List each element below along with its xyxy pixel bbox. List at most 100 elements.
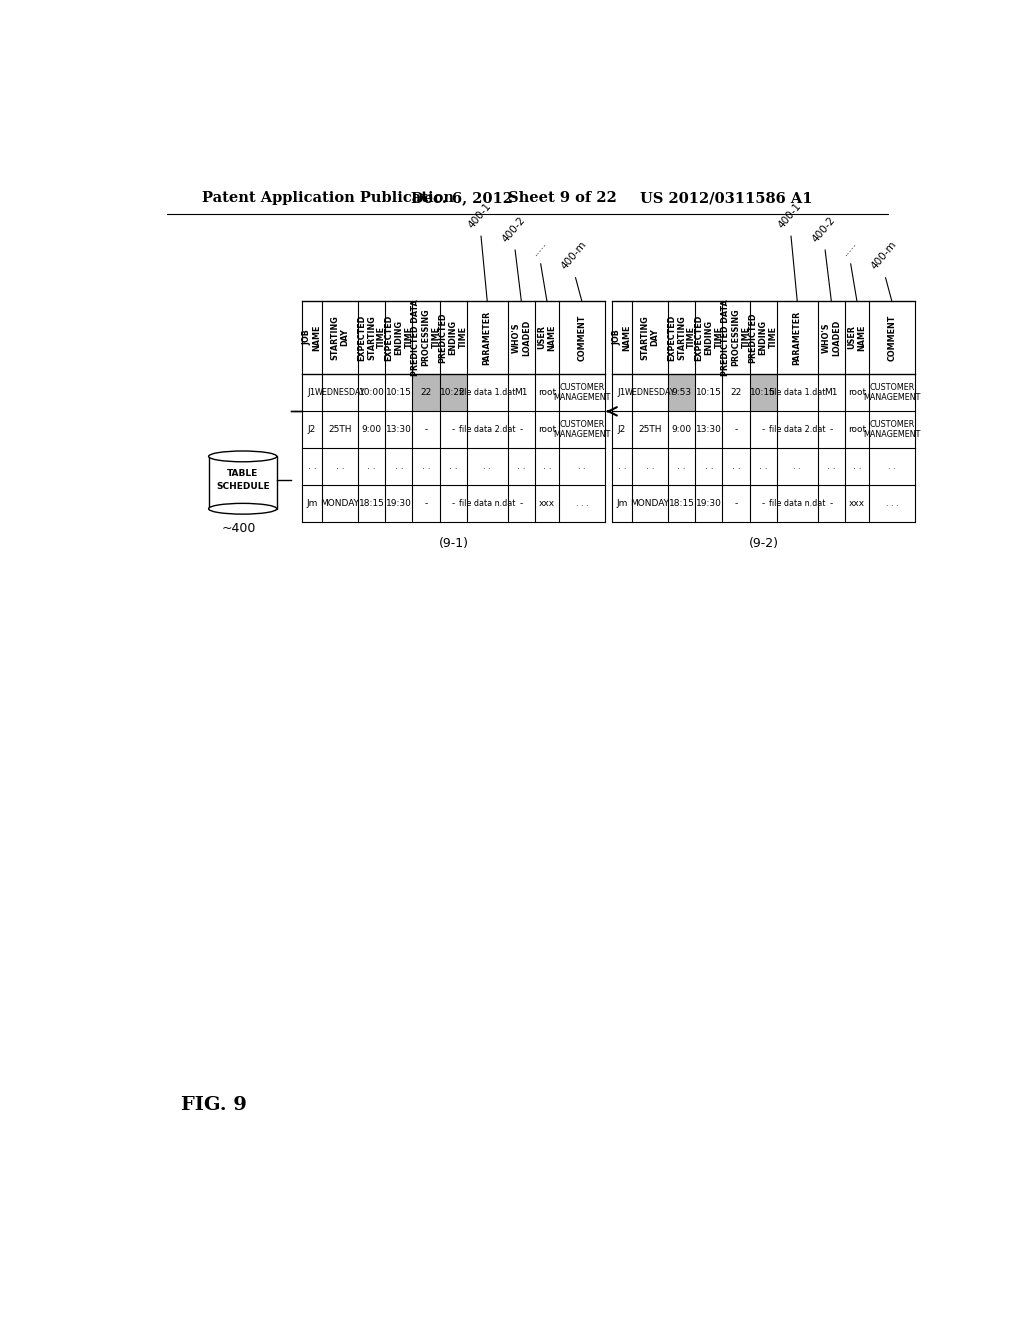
Ellipse shape [209, 451, 276, 462]
Text: . .: . . [732, 462, 740, 471]
Bar [302, 301, 604, 521]
Text: xxx: xxx [539, 499, 555, 508]
Text: US 2012/0311586 A1: US 2012/0311586 A1 [640, 191, 812, 206]
Text: -: - [762, 425, 765, 434]
Text: Sheet 9 of 22: Sheet 9 of 22 [508, 191, 616, 206]
Text: CUSTOMER
MANAGEMENT: CUSTOMER MANAGEMENT [863, 383, 921, 401]
Text: USER
NAME: USER NAME [848, 325, 866, 351]
Text: SCHEDULE: SCHEDULE [216, 482, 269, 491]
Text: -: - [829, 499, 833, 508]
Text: . .: . . [368, 462, 376, 471]
Text: J2: J2 [308, 425, 316, 434]
Text: . .: . . [308, 462, 316, 471]
Text: 10:15: 10:15 [386, 388, 412, 397]
Text: . . .: . . . [886, 499, 898, 508]
Bar [669, 374, 695, 411]
Text: USER
NAME: USER NAME [538, 325, 556, 351]
Text: 10:15: 10:15 [751, 388, 776, 397]
Text: 13:30: 13:30 [696, 425, 722, 434]
Bar [750, 374, 776, 411]
Text: root: root [848, 388, 866, 397]
Text: file data n.dat: file data n.dat [769, 499, 825, 508]
Text: .....: ..... [529, 239, 549, 257]
Text: Jm: Jm [616, 499, 628, 508]
Text: root: root [538, 425, 556, 434]
Text: 13:30: 13:30 [386, 425, 412, 434]
Text: 400-1: 400-1 [776, 201, 803, 230]
Text: . .: . . [422, 462, 430, 471]
Text: file data 1.dat: file data 1.dat [769, 388, 825, 397]
Bar [439, 374, 467, 411]
Text: -: - [424, 499, 428, 508]
Text: 10:15: 10:15 [696, 388, 722, 397]
Ellipse shape [209, 503, 276, 513]
Text: JOB
NAME: JOB NAME [302, 325, 322, 351]
Text: (9-1): (9-1) [438, 537, 469, 550]
Text: . .: . . [759, 462, 767, 471]
Text: STARTING
DAY: STARTING DAY [331, 315, 349, 360]
Text: MONDAY: MONDAY [631, 499, 670, 508]
Text: . .: . . [617, 462, 627, 471]
Text: WEDNESDAY: WEDNESDAY [314, 388, 366, 397]
Text: WEDNESDAY: WEDNESDAY [625, 388, 675, 397]
Text: . .: . . [394, 462, 403, 471]
Text: J2: J2 [617, 425, 627, 434]
Text: -: - [734, 499, 737, 508]
Text: Dec. 6, 2012: Dec. 6, 2012 [411, 191, 513, 206]
Text: PREDICTED
ENDING
TIME: PREDICTED ENDING TIME [438, 312, 468, 363]
Text: -: - [520, 499, 523, 508]
Text: root: root [538, 388, 556, 397]
Text: PARAMETER: PARAMETER [793, 310, 802, 364]
Text: COMMENT: COMMENT [887, 314, 896, 360]
Text: EXPECTED
STARTING
TIME: EXPECTED STARTING TIME [668, 314, 696, 360]
Text: 9:53: 9:53 [672, 388, 692, 397]
Text: 9:00: 9:00 [361, 425, 382, 434]
Text: -: - [520, 425, 523, 434]
Text: J1: J1 [617, 388, 627, 397]
Text: -: - [762, 499, 765, 508]
Text: 18:15: 18:15 [358, 499, 385, 508]
Text: 9:00: 9:00 [672, 425, 692, 434]
Text: 400-2: 400-2 [810, 214, 837, 244]
Text: . .: . . [794, 462, 801, 471]
Text: file data n.dat: file data n.dat [459, 499, 515, 508]
Text: WHO'S
LOADED: WHO'S LOADED [512, 319, 530, 355]
Text: . .: . . [853, 462, 861, 471]
Text: . .: . . [517, 462, 525, 471]
Text: -: - [452, 499, 455, 508]
Text: xxx: xxx [849, 499, 865, 508]
Text: . .: . . [888, 462, 896, 471]
Text: . .: . . [705, 462, 713, 471]
Text: . . .: . . . [575, 499, 588, 508]
Text: 10:00: 10:00 [358, 388, 385, 397]
Text: .....: ..... [840, 239, 858, 257]
Text: 400-1: 400-1 [466, 201, 493, 230]
Text: -: - [734, 425, 737, 434]
Text: 400-2: 400-2 [500, 214, 527, 244]
Text: MONDAY: MONDAY [321, 499, 359, 508]
Text: 18:15: 18:15 [669, 499, 694, 508]
Bar [612, 301, 914, 521]
Text: . .: . . [483, 462, 490, 471]
Text: . .: . . [336, 462, 344, 471]
Bar [209, 457, 276, 508]
Text: file data 2.dat: file data 2.dat [769, 425, 825, 434]
Text: CUSTOMER
MANAGEMENT: CUSTOMER MANAGEMENT [863, 420, 921, 438]
Text: 10:22: 10:22 [440, 388, 466, 397]
Text: PREDICTED DATA
PROCESSING
TIME: PREDICTED DATA PROCESSING TIME [412, 300, 440, 376]
Text: 22: 22 [730, 388, 741, 397]
Text: COMMENT: COMMENT [578, 314, 587, 360]
Text: Patent Application Publication: Patent Application Publication [202, 191, 454, 206]
Text: root: root [848, 425, 866, 434]
Text: PREDICTED DATA
PROCESSING
TIME: PREDICTED DATA PROCESSING TIME [722, 300, 751, 376]
Text: . .: . . [827, 462, 836, 471]
Text: Jm: Jm [306, 499, 317, 508]
Text: STARTING
DAY: STARTING DAY [640, 315, 659, 360]
Text: CUSTOMER
MANAGEMENT: CUSTOMER MANAGEMENT [553, 420, 610, 438]
Text: M1: M1 [824, 388, 838, 397]
Text: EXPECTED
ENDING
TIME: EXPECTED ENDING TIME [694, 314, 723, 360]
Text: (9-2): (9-2) [749, 537, 778, 550]
Text: . .: . . [646, 462, 654, 471]
Text: . .: . . [678, 462, 686, 471]
Text: EXPECTED
STARTING
TIME: EXPECTED STARTING TIME [357, 314, 386, 360]
